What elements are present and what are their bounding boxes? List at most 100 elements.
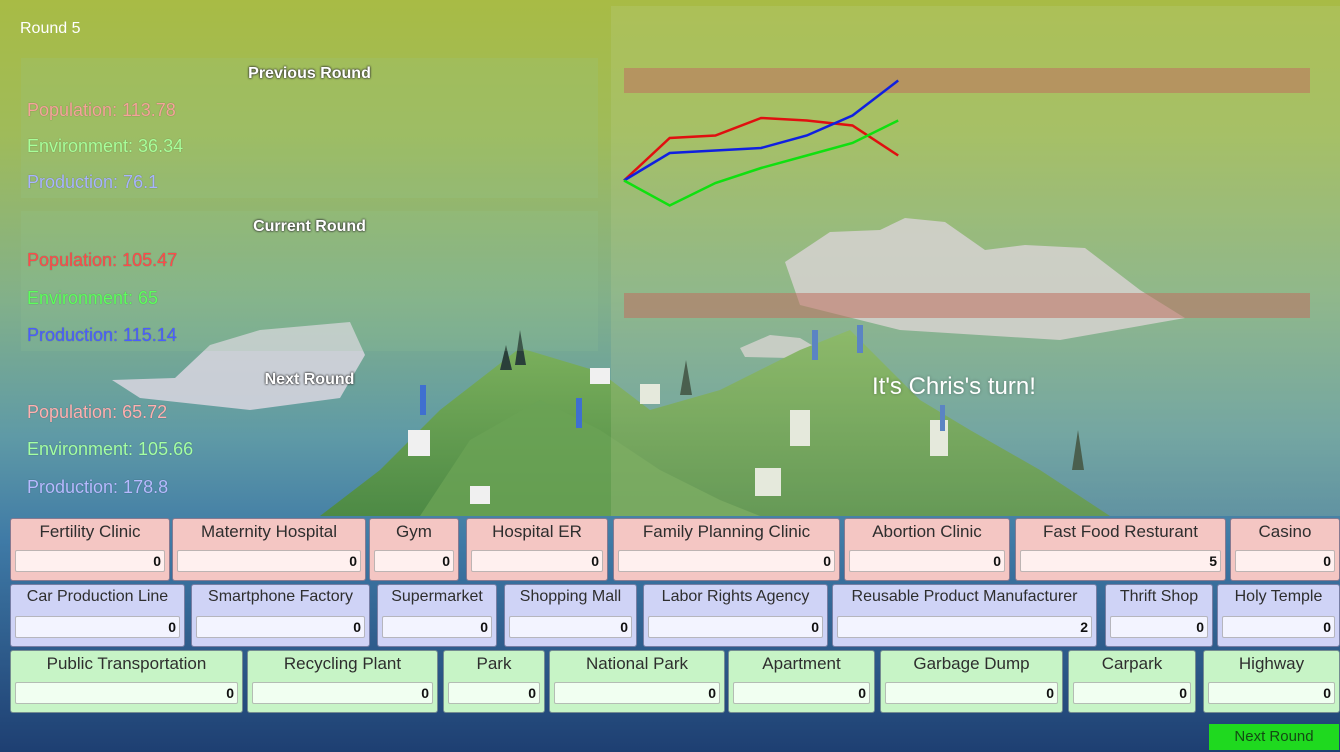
building-label: Thrift Shop [1119, 588, 1199, 605]
building-label: Casino [1258, 522, 1312, 541]
building-count-field[interactable]: 0 [196, 616, 365, 638]
chart-series-line [623, 79, 899, 182]
building-label: Supermarket [391, 588, 483, 605]
building-card-smartphone-factory: Smartphone Factory 0 [191, 584, 370, 647]
building-count-field[interactable]: 0 [177, 550, 361, 572]
current-environment: Environment: 65 [27, 288, 159, 308]
building-label: Hospital ER [492, 522, 582, 541]
house [790, 410, 810, 446]
island-ridge [420, 400, 760, 516]
building-count-field[interactable]: 0 [1235, 550, 1335, 572]
building-card-highway: Highway 0 [1203, 650, 1340, 713]
previous-round-title: Previous Round [248, 65, 371, 82]
building-count-field[interactable]: 0 [1073, 682, 1191, 704]
building-count-field[interactable]: 0 [374, 550, 454, 572]
building-label: Highway [1238, 654, 1305, 673]
building-count-field[interactable]: 0 [1110, 616, 1208, 638]
building-label: Car Production Line [26, 588, 169, 605]
building-card-gym: Gym 0 [369, 518, 459, 581]
building-card-casino: Casino 0 [1230, 518, 1340, 581]
building-card-abortion-clinic: Abortion Clinic 0 [844, 518, 1010, 581]
building-count-field[interactable]: 0 [15, 550, 165, 572]
building-label: Abortion Clinic [872, 522, 982, 541]
building-label: Family Planning Clinic [642, 522, 811, 541]
tower [940, 405, 945, 431]
building-label: Garbage Dump [913, 654, 1030, 673]
previous-environment: Environment: 36.34 [27, 136, 184, 156]
building-card-shopping-mall: Shopping Mall 0 [504, 584, 637, 647]
building-count-field[interactable]: 0 [382, 616, 492, 638]
building-count-field[interactable]: 0 [1208, 682, 1335, 704]
building-card-garbage-dump: Garbage Dump 0 [880, 650, 1063, 713]
building-card-reusable-product-manufacturer: Reusable Product Manufacturer 2 [832, 584, 1097, 647]
building-count-field[interactable]: 0 [15, 682, 238, 704]
building-label: Reusable Product Manufacturer [851, 588, 1078, 605]
building-card-fertility-clinic: Fertility Clinic 0 [10, 518, 170, 581]
building-count-field[interactable]: 0 [15, 616, 180, 638]
tower [576, 398, 582, 428]
current-production: Production: 115.14 [27, 325, 177, 345]
current-round-title: Current Round [253, 218, 366, 235]
next-round-button[interactable]: Next Round [1209, 724, 1339, 750]
house [470, 486, 490, 504]
building-card-carpark: Carpark 0 [1068, 650, 1196, 713]
building-label: National Park [585, 654, 689, 673]
building-label: Public Transportation [46, 654, 207, 673]
chart-threshold-band [624, 293, 1310, 318]
building-count-field[interactable]: 2 [837, 616, 1092, 638]
building-card-thrift-shop: Thrift Shop 0 [1105, 584, 1213, 647]
building-card-national-park: National Park 0 [549, 650, 725, 713]
building-card-park: Park 0 [443, 650, 545, 713]
building-label: Fertility Clinic [39, 522, 141, 541]
building-card-car-production-line: Car Production Line 0 [10, 584, 185, 647]
building-count-field[interactable]: 5 [1020, 550, 1221, 572]
building-count-field[interactable]: 0 [885, 682, 1058, 704]
chart-series-line [623, 116, 899, 182]
building-label: Gym [396, 522, 432, 541]
tree [680, 360, 692, 395]
tower [857, 325, 863, 353]
building-card-fast-food-resturant: Fast Food Resturant 5 [1015, 518, 1226, 581]
building-label: Holy Temple [1234, 588, 1323, 605]
previous-round-panel: Previous Round Population: 113.78 Enviro… [21, 58, 598, 198]
chart-series-line [623, 119, 899, 207]
building-card-maternity-hospital: Maternity Hospital 0 [172, 518, 366, 581]
round-label: Round 5 [20, 20, 81, 37]
building-count-field[interactable]: 0 [648, 616, 823, 638]
building-label: Recycling Plant [283, 654, 402, 673]
building-count-field[interactable]: 0 [509, 616, 632, 638]
current-round-panel: Current Round Population: 105.47 Environ… [21, 211, 598, 351]
house [640, 384, 660, 404]
building-card-family-planning-clinic: Family Planning Clinic 0 [613, 518, 840, 581]
building-count-field[interactable]: 0 [733, 682, 870, 704]
tree [500, 345, 512, 370]
tower [420, 385, 426, 415]
building-label: Carpark [1101, 654, 1163, 673]
building-card-supermarket: Supermarket 0 [377, 584, 497, 647]
building-count-field[interactable]: 0 [1222, 616, 1335, 638]
chart-threshold-band [624, 68, 1310, 93]
building-count-field[interactable]: 0 [471, 550, 603, 572]
turn-message: It's Chris's turn! [872, 373, 1036, 400]
building-count-field[interactable]: 0 [448, 682, 540, 704]
next-round-title: Next Round [264, 371, 355, 388]
previous-production: Production: 76.1 [27, 172, 159, 192]
cloud [112, 322, 365, 410]
building-label: Fast Food Resturant [1043, 522, 1198, 541]
next-production: Production: 178.8 [27, 477, 169, 497]
building-count-field[interactable]: 0 [849, 550, 1005, 572]
next-round-panel: Next Round Population: 65.72 Environment… [21, 364, 598, 504]
building-card-apartment: Apartment 0 [728, 650, 875, 713]
building-card-hospital-er: Hospital ER 0 [466, 518, 608, 581]
building-count-field[interactable]: 0 [252, 682, 433, 704]
building-label: Shopping Mall [519, 588, 622, 605]
building-label: Labor Rights Agency [661, 588, 810, 605]
building-count-field[interactable]: 0 [554, 682, 720, 704]
building-label: Park [476, 654, 512, 673]
building-card-recycling-plant: Recycling Plant 0 [247, 650, 438, 713]
tree [1072, 430, 1084, 470]
building-count-field[interactable]: 0 [618, 550, 835, 572]
building-label: Apartment [762, 654, 841, 673]
